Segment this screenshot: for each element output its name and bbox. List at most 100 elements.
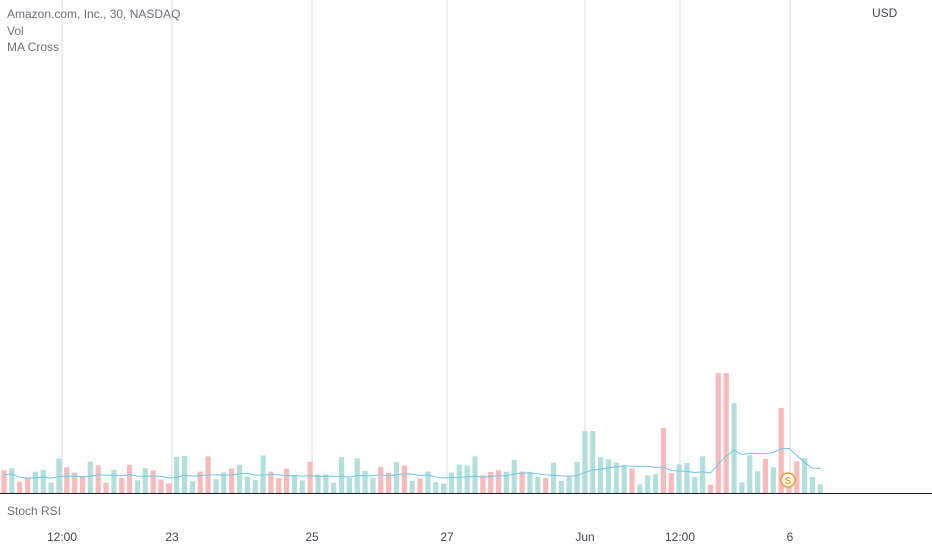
volume-bar — [668, 473, 674, 493]
volume-bar — [362, 470, 368, 493]
ma-cross-indicator-label[interactable]: MA Cross — [7, 40, 60, 54]
volume-bar — [425, 471, 431, 493]
volume-bar — [236, 464, 243, 493]
volume-bar — [56, 458, 62, 493]
volume-bar — [739, 482, 745, 493]
volume-bar — [221, 472, 227, 493]
volume-bar — [527, 471, 533, 493]
volume-bar — [519, 471, 525, 493]
volume-bar — [142, 468, 148, 493]
volume-bar — [456, 464, 462, 493]
currency-label: USD — [872, 6, 898, 20]
volume-bar — [700, 456, 706, 493]
volume-bar — [378, 466, 384, 493]
volume-bar — [268, 471, 274, 493]
volume-bar — [566, 476, 572, 493]
price-axis[interactable]: USD2520.002480.002440.002400.002360.0023… — [872, 0, 916, 20]
volume-bar — [621, 465, 627, 493]
session-marker-glyph: S — [785, 476, 792, 487]
volume-bar — [802, 458, 808, 493]
time-axis[interactable]: 12:00 23 25 27 Jun 12:00 6 — [47, 530, 794, 544]
volume-bar — [158, 479, 164, 493]
volume-bar — [323, 474, 329, 493]
volume-bar — [72, 472, 78, 493]
x-tick-label: 27 — [440, 530, 454, 544]
volume-bar — [315, 474, 321, 493]
volume-bar — [480, 475, 486, 493]
volume-bar — [762, 458, 769, 493]
volume-bar — [684, 462, 690, 493]
volume-bar — [574, 462, 580, 493]
x-tick-label: 25 — [305, 530, 319, 544]
volume-bar — [229, 468, 235, 493]
volume-bar — [291, 475, 298, 493]
volume-bar — [1, 470, 7, 493]
volume-bar — [111, 470, 117, 493]
volume-bar — [284, 468, 290, 493]
symbol-title[interactable]: Amazon.com, Inc., 30, NASDAQ — [7, 7, 181, 21]
volume-bar — [550, 462, 557, 493]
volume-bar — [692, 476, 698, 493]
volume-bar — [472, 456, 478, 493]
volume-bar — [260, 455, 266, 493]
x-tick-label: 23 — [165, 530, 179, 544]
volume-bar — [307, 461, 313, 493]
volume-bar — [252, 479, 258, 493]
volume-bar — [134, 480, 141, 493]
volume-bar — [747, 455, 753, 493]
volume-bar — [213, 479, 219, 493]
volume-bar — [637, 484, 643, 493]
volume-bar — [511, 459, 517, 493]
session-marker-icon: S — [780, 472, 796, 488]
volume-bar — [103, 482, 109, 493]
price-tags: 2500.002400.002070.002447.00S — [780, 472, 796, 488]
volume-bar — [393, 462, 400, 493]
volume-bar — [755, 471, 761, 493]
volume-bar — [48, 482, 54, 493]
volume-bar — [715, 373, 721, 493]
volume-indicator-label[interactable]: Vol — [7, 24, 24, 38]
stoch-rsi-pane-label[interactable]: Stoch RSI — [7, 504, 62, 518]
x-tick-label: Jun — [575, 530, 594, 544]
volume-bar — [488, 471, 494, 493]
volume-bar — [166, 483, 172, 493]
volume-bar — [181, 455, 188, 493]
volume-bar — [629, 468, 635, 493]
volume-bar — [770, 467, 776, 493]
volume-bar — [433, 482, 439, 493]
volume-bar — [401, 465, 407, 493]
volume-bar — [244, 476, 250, 493]
volume-bar — [660, 428, 666, 493]
session-marker-circle — [780, 472, 796, 488]
volume-bar — [150, 470, 156, 493]
chart-grid — [0, 0, 932, 494]
volume-ma-line — [3, 447, 821, 479]
volume-bar — [707, 484, 714, 493]
x-tick-label: 6 — [787, 530, 794, 544]
volume-bar — [331, 482, 337, 493]
volume-bar — [119, 477, 125, 493]
volume-bar — [464, 465, 470, 493]
volume-bar — [9, 468, 15, 493]
volume-bar — [95, 465, 101, 493]
volume-bar — [299, 480, 305, 493]
volume-bar — [676, 464, 682, 493]
volume-bar — [174, 456, 180, 493]
volume-bar — [127, 464, 133, 493]
volume-bar — [17, 481, 23, 493]
volume-histogram — [1, 373, 823, 493]
volume-bar — [503, 471, 509, 493]
volume-bar — [64, 467, 70, 493]
volume-bar — [778, 408, 784, 493]
x-tick-label: 12:00 — [665, 530, 695, 544]
volume-bar — [723, 373, 729, 493]
volume-bar — [409, 480, 415, 493]
volume-bar — [197, 471, 203, 493]
volume-bar — [605, 459, 612, 493]
volume-bar — [346, 477, 352, 493]
volume-bar — [535, 477, 541, 493]
volume-bar — [495, 470, 502, 493]
volume-bar — [598, 457, 604, 493]
volume-bar — [87, 461, 93, 493]
